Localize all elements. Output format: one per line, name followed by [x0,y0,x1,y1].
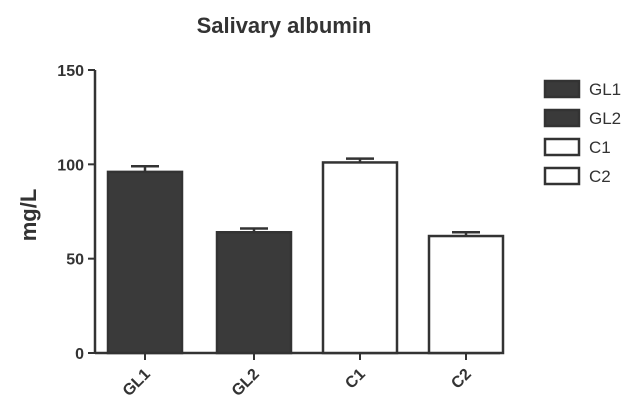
legend-swatch [543,166,581,186]
legend-label: C2 [589,167,611,186]
legend-swatch [543,137,581,157]
y-tick-label: 0 [75,346,84,363]
legend: GL1 GL2 C1 C2 [543,79,621,186]
y-tick-label: 50 [66,252,84,269]
legend-label: GL2 [589,109,621,128]
y-tick-label: 150 [57,63,84,80]
x-tick-labels: GL1 GL2 C1 C2 [120,366,475,400]
bar [215,231,293,355]
legend-swatch [543,79,581,99]
x-tick-label: GL1 [120,366,154,400]
x-tick-label: C2 [448,366,475,393]
legend-label: C1 [589,138,611,157]
legend-label: GL1 [589,80,621,99]
legend-swatch [543,108,581,128]
bar [427,234,505,355]
y-axis-label: mg/L [16,189,41,242]
bar [321,161,399,355]
x-tick-label: C1 [342,366,369,393]
x-tick-label: GL2 [229,366,263,400]
chart-title: Salivary albumin [197,13,372,38]
bars [106,157,505,360]
y-tick-label: 100 [57,157,84,174]
bar [106,170,184,355]
